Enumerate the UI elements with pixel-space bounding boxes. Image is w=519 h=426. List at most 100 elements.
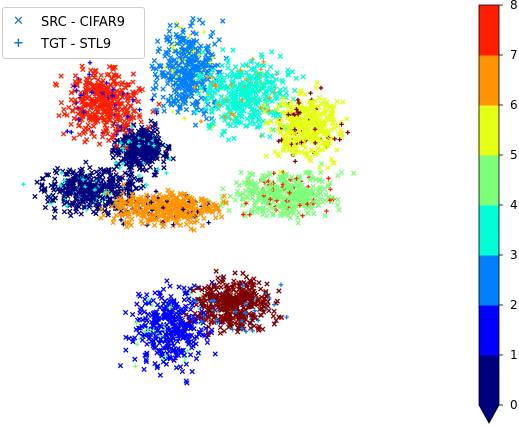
src-point	[133, 135, 139, 141]
src-point	[189, 94, 195, 100]
src-point	[271, 308, 277, 314]
src-point	[71, 176, 77, 182]
src-point	[106, 137, 112, 143]
src-point	[134, 301, 140, 307]
src-point	[217, 324, 224, 331]
src-point	[142, 133, 149, 139]
src-point	[70, 168, 77, 175]
src-point	[147, 164, 154, 170]
src-point	[203, 325, 209, 332]
src-point	[257, 286, 264, 292]
src-point	[225, 65, 231, 71]
tgt-point	[164, 170, 169, 176]
src-point	[127, 174, 133, 180]
src-point	[56, 112, 62, 119]
tgt-point	[59, 170, 64, 176]
colorbar-extend-triangle	[479, 405, 499, 423]
src-point	[285, 67, 291, 73]
tgt-point	[21, 182, 26, 187]
src-point	[130, 79, 136, 85]
src-point	[276, 288, 282, 294]
src-point	[314, 80, 320, 86]
tgt-point	[161, 322, 166, 327]
src-point	[145, 311, 151, 317]
src-point	[183, 361, 190, 367]
src-point	[140, 127, 147, 134]
src-point	[167, 283, 173, 289]
src-point	[113, 172, 119, 178]
src-point	[204, 339, 211, 346]
src-point	[87, 183, 93, 189]
tgt-point	[324, 208, 329, 214]
tgt-point	[252, 308, 258, 313]
tgt-point	[284, 314, 289, 320]
src-point	[177, 364, 184, 370]
src-point	[170, 343, 177, 349]
tgt-point	[293, 159, 298, 164]
src-point	[67, 208, 73, 214]
src-point	[88, 187, 94, 194]
src-point	[277, 87, 283, 93]
legend-entry-tgt: + TGT - STL9	[13, 35, 111, 53]
src-point	[100, 212, 107, 218]
src-point	[148, 151, 154, 157]
src-point	[321, 186, 328, 192]
src-point	[51, 205, 58, 212]
src-point	[283, 90, 289, 96]
src-point	[151, 92, 158, 98]
src-point	[186, 313, 192, 320]
src-point	[153, 79, 159, 86]
src-point	[181, 285, 187, 291]
src-point	[226, 207, 232, 214]
src-point	[244, 116, 250, 122]
src-point	[218, 94, 225, 100]
src-point	[83, 159, 89, 165]
src-point	[238, 169, 244, 176]
tgt-point	[150, 97, 155, 102]
src-point	[311, 210, 317, 217]
src-point	[218, 214, 225, 220]
src-point	[149, 159, 156, 165]
src-point	[340, 99, 346, 105]
src-point	[300, 74, 306, 80]
src-point	[67, 188, 73, 194]
colorbar-segment-1	[479, 305, 499, 356]
src-point	[107, 179, 113, 185]
src-point	[39, 182, 45, 188]
src-point	[152, 150, 158, 156]
src-point	[93, 202, 99, 208]
tgt-point	[345, 130, 350, 135]
src-point	[336, 207, 342, 213]
src-point	[136, 161, 142, 168]
src-point	[160, 94, 166, 100]
src-point	[181, 297, 187, 303]
tgt-point	[188, 291, 193, 296]
colorbar	[478, 4, 503, 424]
cluster-class-0	[21, 159, 159, 221]
colorbar-tick-label: 4	[510, 198, 518, 212]
src-point	[107, 173, 114, 179]
src-point	[249, 195, 255, 201]
src-point	[48, 182, 54, 189]
tgt-point	[118, 140, 124, 146]
src-point	[136, 150, 143, 156]
src-point	[160, 301, 167, 307]
tgt-point	[144, 182, 149, 188]
src-point	[127, 167, 133, 173]
src-point	[264, 213, 270, 219]
tgt-point	[308, 90, 313, 96]
src-point	[183, 106, 190, 113]
src-point	[103, 183, 109, 189]
tgt-point	[126, 138, 132, 144]
src-point	[201, 215, 207, 222]
colorbar-segment-2	[479, 255, 499, 306]
src-point	[154, 38, 161, 44]
scatter-points	[21, 15, 357, 386]
src-point	[318, 169, 324, 176]
src-point	[45, 172, 52, 178]
src-point	[288, 99, 294, 105]
src-point	[267, 134, 273, 140]
src-point	[73, 192, 79, 199]
src-point	[164, 146, 170, 152]
src-point	[218, 284, 224, 290]
